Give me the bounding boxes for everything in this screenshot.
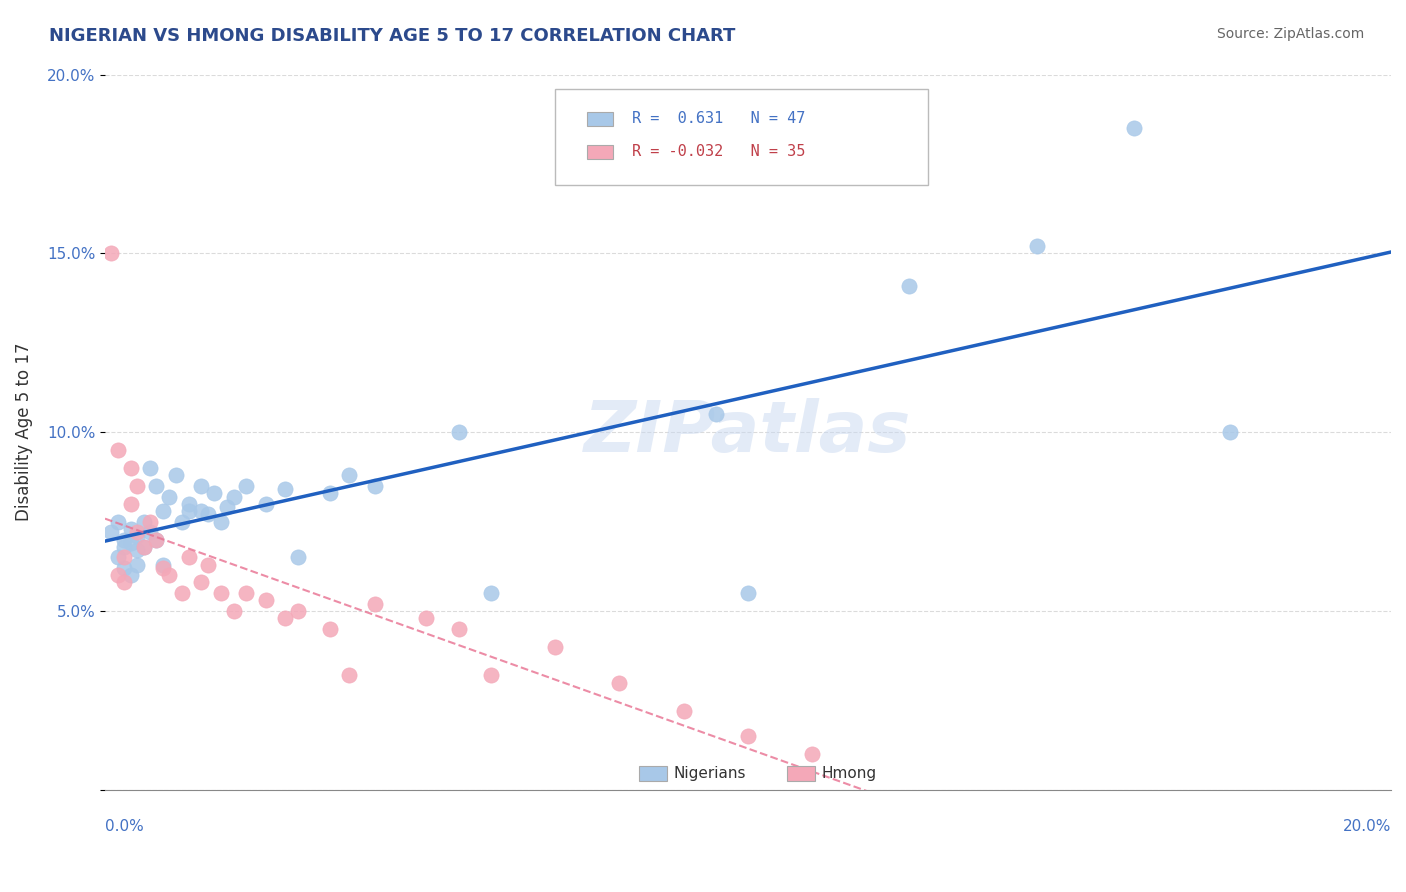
Text: 20.0%: 20.0% [1343, 819, 1391, 833]
Point [152, 561, 174, 575]
Point [152, 558, 174, 572]
Point [139, 525, 162, 540]
Point [132, 540, 155, 554]
Point [222, 490, 245, 504]
Point [177, 504, 200, 518]
Point [190, 575, 212, 590]
Point [337, 468, 360, 483]
FancyBboxPatch shape [588, 145, 613, 159]
Point [447, 622, 470, 636]
Point [737, 729, 759, 743]
FancyBboxPatch shape [786, 765, 815, 781]
Point [132, 540, 155, 554]
Point [112, 533, 135, 547]
Point [704, 408, 727, 422]
Point [274, 611, 297, 625]
Point [672, 704, 695, 718]
Point [479, 668, 502, 682]
Point [127, 479, 149, 493]
Point [157, 568, 180, 582]
Point [112, 550, 135, 565]
Point [1219, 425, 1241, 440]
Point [100, 525, 122, 540]
Point [287, 604, 309, 618]
Point [100, 246, 122, 260]
FancyBboxPatch shape [638, 765, 666, 781]
Point [190, 504, 212, 518]
Point [172, 515, 194, 529]
Point [209, 586, 232, 600]
Text: Nigerians: Nigerians [673, 766, 747, 781]
Point [120, 461, 142, 475]
Text: NIGERIAN VS HMONG DISABILITY AGE 5 TO 17 CORRELATION CHART: NIGERIAN VS HMONG DISABILITY AGE 5 TO 17… [49, 27, 735, 45]
Point [235, 586, 257, 600]
Point [139, 461, 162, 475]
Point [112, 540, 135, 554]
Point [145, 533, 167, 547]
Point [177, 550, 200, 565]
Point [364, 597, 387, 611]
Y-axis label: Disability Age 5 to 17: Disability Age 5 to 17 [15, 343, 32, 522]
Point [112, 575, 135, 590]
Point [107, 550, 129, 565]
Point [319, 622, 342, 636]
Point [319, 486, 342, 500]
Point [364, 479, 387, 493]
Point [172, 586, 194, 600]
Point [1122, 121, 1144, 136]
Point [544, 640, 567, 654]
Point [254, 497, 277, 511]
Point [337, 668, 360, 682]
Point [127, 529, 149, 543]
Point [127, 525, 149, 540]
Text: 0.0%: 0.0% [105, 819, 143, 833]
Point [127, 558, 149, 572]
Point [197, 508, 219, 522]
Point [235, 479, 257, 493]
Point [274, 483, 297, 497]
Point [165, 468, 187, 483]
FancyBboxPatch shape [588, 112, 613, 126]
Point [897, 278, 920, 293]
Text: R =  0.631   N = 47: R = 0.631 N = 47 [633, 112, 806, 127]
Text: Hmong: Hmong [821, 766, 876, 781]
FancyBboxPatch shape [555, 89, 928, 186]
Point [801, 747, 824, 761]
Point [157, 490, 180, 504]
Text: Source: ZipAtlas.com: Source: ZipAtlas.com [1216, 27, 1364, 41]
Point [609, 675, 631, 690]
Point [120, 536, 142, 550]
Point [209, 515, 232, 529]
Point [202, 486, 225, 500]
Point [190, 479, 212, 493]
Point [1026, 239, 1049, 253]
Point [107, 568, 129, 582]
Point [287, 550, 309, 565]
Point [127, 543, 149, 558]
Point [177, 497, 200, 511]
Point [415, 611, 437, 625]
Point [139, 515, 162, 529]
Point [145, 533, 167, 547]
Point [737, 586, 759, 600]
Point [447, 425, 470, 440]
Point [107, 515, 129, 529]
Point [254, 593, 277, 607]
Point [120, 522, 142, 536]
Point [132, 515, 155, 529]
Point [222, 604, 245, 618]
Text: R = -0.032   N = 35: R = -0.032 N = 35 [633, 145, 806, 160]
Point [112, 561, 135, 575]
Point [107, 443, 129, 458]
Point [120, 497, 142, 511]
Point [120, 568, 142, 582]
Point [479, 586, 502, 600]
Point [145, 479, 167, 493]
Text: ZIPatlas: ZIPatlas [585, 398, 911, 467]
Point [217, 500, 239, 515]
Point [197, 558, 219, 572]
Point [152, 504, 174, 518]
